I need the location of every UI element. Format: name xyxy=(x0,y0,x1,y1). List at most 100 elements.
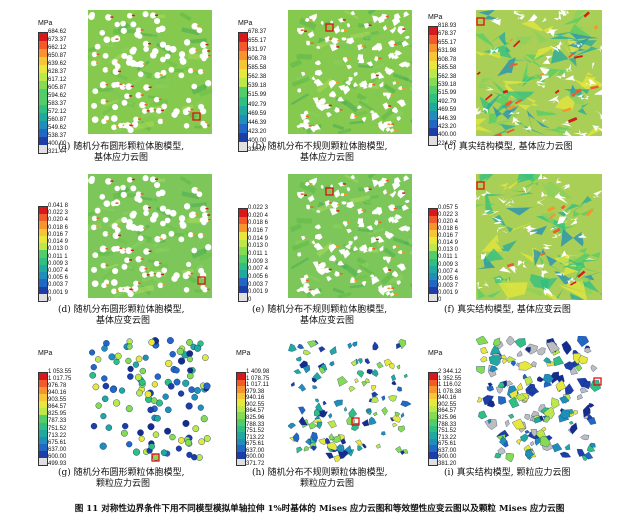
legend-tick-label: 0.016 7 xyxy=(248,227,269,234)
particle-hole xyxy=(121,99,128,106)
particle-hole xyxy=(202,122,208,129)
particle xyxy=(376,361,384,369)
stress-region xyxy=(548,31,577,40)
stress-concentration xyxy=(205,122,209,124)
stress-concentration xyxy=(207,54,211,57)
colorbar-swatch xyxy=(239,42,247,52)
stress-concentration xyxy=(110,180,114,182)
colorbar-swatch xyxy=(39,279,47,287)
particle-hole xyxy=(314,124,321,131)
particle-hole xyxy=(102,231,109,237)
particle xyxy=(290,381,295,387)
stress-streak xyxy=(326,102,342,112)
particle-hole xyxy=(110,36,117,43)
particle xyxy=(154,415,161,422)
stress-concentration xyxy=(344,29,348,32)
particle-hole xyxy=(393,214,403,220)
stress-streak xyxy=(194,125,202,129)
stress-streak xyxy=(179,11,192,22)
stress-concentration xyxy=(354,279,358,282)
particle xyxy=(185,402,193,410)
stress-streak xyxy=(342,99,359,113)
particle-hole xyxy=(382,102,390,110)
particle-hole xyxy=(329,91,337,98)
legend-tick-label: 539.18 xyxy=(438,81,457,88)
particle-hole xyxy=(114,81,121,88)
legend-tick-label: 0.057 5 xyxy=(438,205,459,211)
particle xyxy=(387,395,398,402)
particle xyxy=(288,422,297,429)
particle xyxy=(89,349,96,356)
particle-hole xyxy=(328,79,336,89)
particle-hole xyxy=(91,280,99,288)
particle xyxy=(551,443,563,453)
particle-hole xyxy=(337,181,345,187)
particle xyxy=(114,352,122,360)
stress-concentration xyxy=(190,108,194,111)
particle-hole xyxy=(169,209,177,217)
particle-hole xyxy=(374,56,379,62)
colorbar-swatch xyxy=(239,96,247,106)
stress-streak xyxy=(108,88,126,100)
stress-concentration xyxy=(106,120,110,122)
legend-tick-label: 637.00 xyxy=(246,447,265,454)
particle-hole xyxy=(307,195,315,203)
legend-tick-label: 0.018 6 xyxy=(438,226,459,233)
stress-streak xyxy=(383,83,396,94)
stress-region xyxy=(517,96,539,110)
particle-hole xyxy=(401,204,409,211)
colorbar-swatch xyxy=(39,228,47,236)
colorbar-swatch xyxy=(239,60,247,70)
particle-hole xyxy=(91,215,98,222)
stress-concentration xyxy=(146,274,150,276)
particle-hole xyxy=(92,252,99,259)
particle-hole xyxy=(560,183,570,191)
caption-c: (c) 真实结构模型, 基体应力云图 xyxy=(444,142,573,153)
contour-plot-c xyxy=(476,10,602,136)
particle-hole xyxy=(191,186,199,194)
particle-hole xyxy=(341,201,347,205)
particle-hole xyxy=(346,23,351,28)
particle-hole xyxy=(393,218,399,224)
stress-streak xyxy=(357,186,365,192)
legend-tick-label: 864.57 xyxy=(438,408,457,415)
particle-hole xyxy=(127,290,134,298)
stress-concentration xyxy=(394,129,398,131)
stress-region xyxy=(586,126,602,136)
legend-tick-label: 979.38 xyxy=(246,388,265,395)
particle-hole xyxy=(368,247,373,252)
legend-tick-label: 788.33 xyxy=(246,421,265,428)
stress-streak xyxy=(374,255,383,261)
particle-hole xyxy=(321,104,327,111)
particle-hole xyxy=(476,107,482,115)
colorbar-swatch xyxy=(429,244,437,252)
colorbar-swatch xyxy=(429,438,437,446)
particle xyxy=(543,357,552,364)
particle xyxy=(553,355,564,367)
highlight-marker xyxy=(476,17,485,26)
particle-hole xyxy=(384,230,391,237)
particle-hole xyxy=(148,271,155,277)
particle-hole xyxy=(124,93,130,100)
colorbar-swatch xyxy=(39,293,47,302)
particle-hole xyxy=(154,71,161,79)
particle xyxy=(561,340,572,356)
stress-concentration xyxy=(148,250,152,253)
particle xyxy=(476,396,483,403)
particle xyxy=(166,337,174,345)
stress-streak xyxy=(164,59,178,68)
contour-svg xyxy=(476,174,602,300)
particle xyxy=(397,425,406,433)
particle xyxy=(138,435,145,442)
stress-concentration xyxy=(105,264,109,267)
stress-concentration xyxy=(347,57,351,60)
legend-tick-label: 605.87 xyxy=(48,85,67,91)
contour-plot-b xyxy=(288,10,412,134)
stress-region xyxy=(547,68,571,79)
legend-tick-label: 637.00 xyxy=(438,447,457,454)
particle-hole xyxy=(357,44,364,51)
stress-streak xyxy=(337,292,352,298)
colorbar-swatch xyxy=(39,145,47,153)
stress-region xyxy=(499,178,522,191)
stress-streak xyxy=(148,99,169,108)
